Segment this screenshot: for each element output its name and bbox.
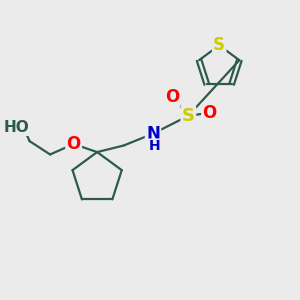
- Text: H: H: [149, 139, 160, 153]
- Text: O: O: [67, 135, 81, 153]
- Text: N: N: [146, 125, 160, 143]
- Text: O: O: [165, 88, 179, 106]
- Text: HO: HO: [4, 120, 30, 135]
- Text: O: O: [202, 104, 217, 122]
- Text: S: S: [182, 107, 195, 125]
- Text: S: S: [213, 36, 225, 54]
